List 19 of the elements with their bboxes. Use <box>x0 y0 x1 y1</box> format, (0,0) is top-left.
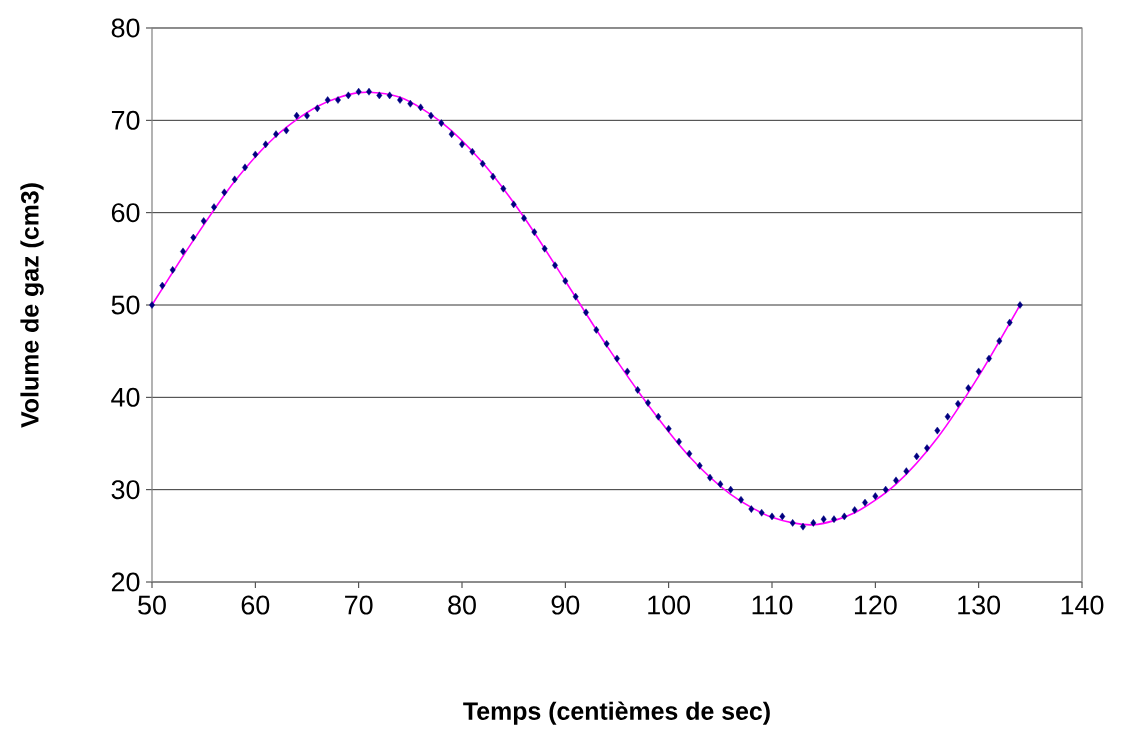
y-tick-label: 50 <box>111 295 140 315</box>
y-axis-title: Volume de gaz (cm3) <box>20 183 44 428</box>
y-tick-label: 20 <box>111 572 140 592</box>
y-tick-label: 70 <box>111 110 140 130</box>
y-tick-label: 30 <box>111 480 140 500</box>
x-tick-label: 60 <box>241 595 270 615</box>
x-tick-label: 120 <box>854 595 897 615</box>
x-tick-label: 80 <box>448 595 476 615</box>
x-tick-label: 90 <box>551 595 580 615</box>
x-tick-label: 140 <box>1061 595 1104 615</box>
y-tick-label: 60 <box>111 203 140 223</box>
x-tick-label: 100 <box>648 595 691 615</box>
y-tick-label: 80 <box>111 18 140 38</box>
x-tick-label: 130 <box>958 595 1001 615</box>
x-tick-label: 70 <box>345 595 373 615</box>
x-tick-label: 50 <box>138 595 166 615</box>
x-axis-title: Temps (centièmes de sec) <box>463 701 770 725</box>
y-tick-label: 40 <box>111 387 140 407</box>
x-tick-label: 110 <box>752 595 793 615</box>
